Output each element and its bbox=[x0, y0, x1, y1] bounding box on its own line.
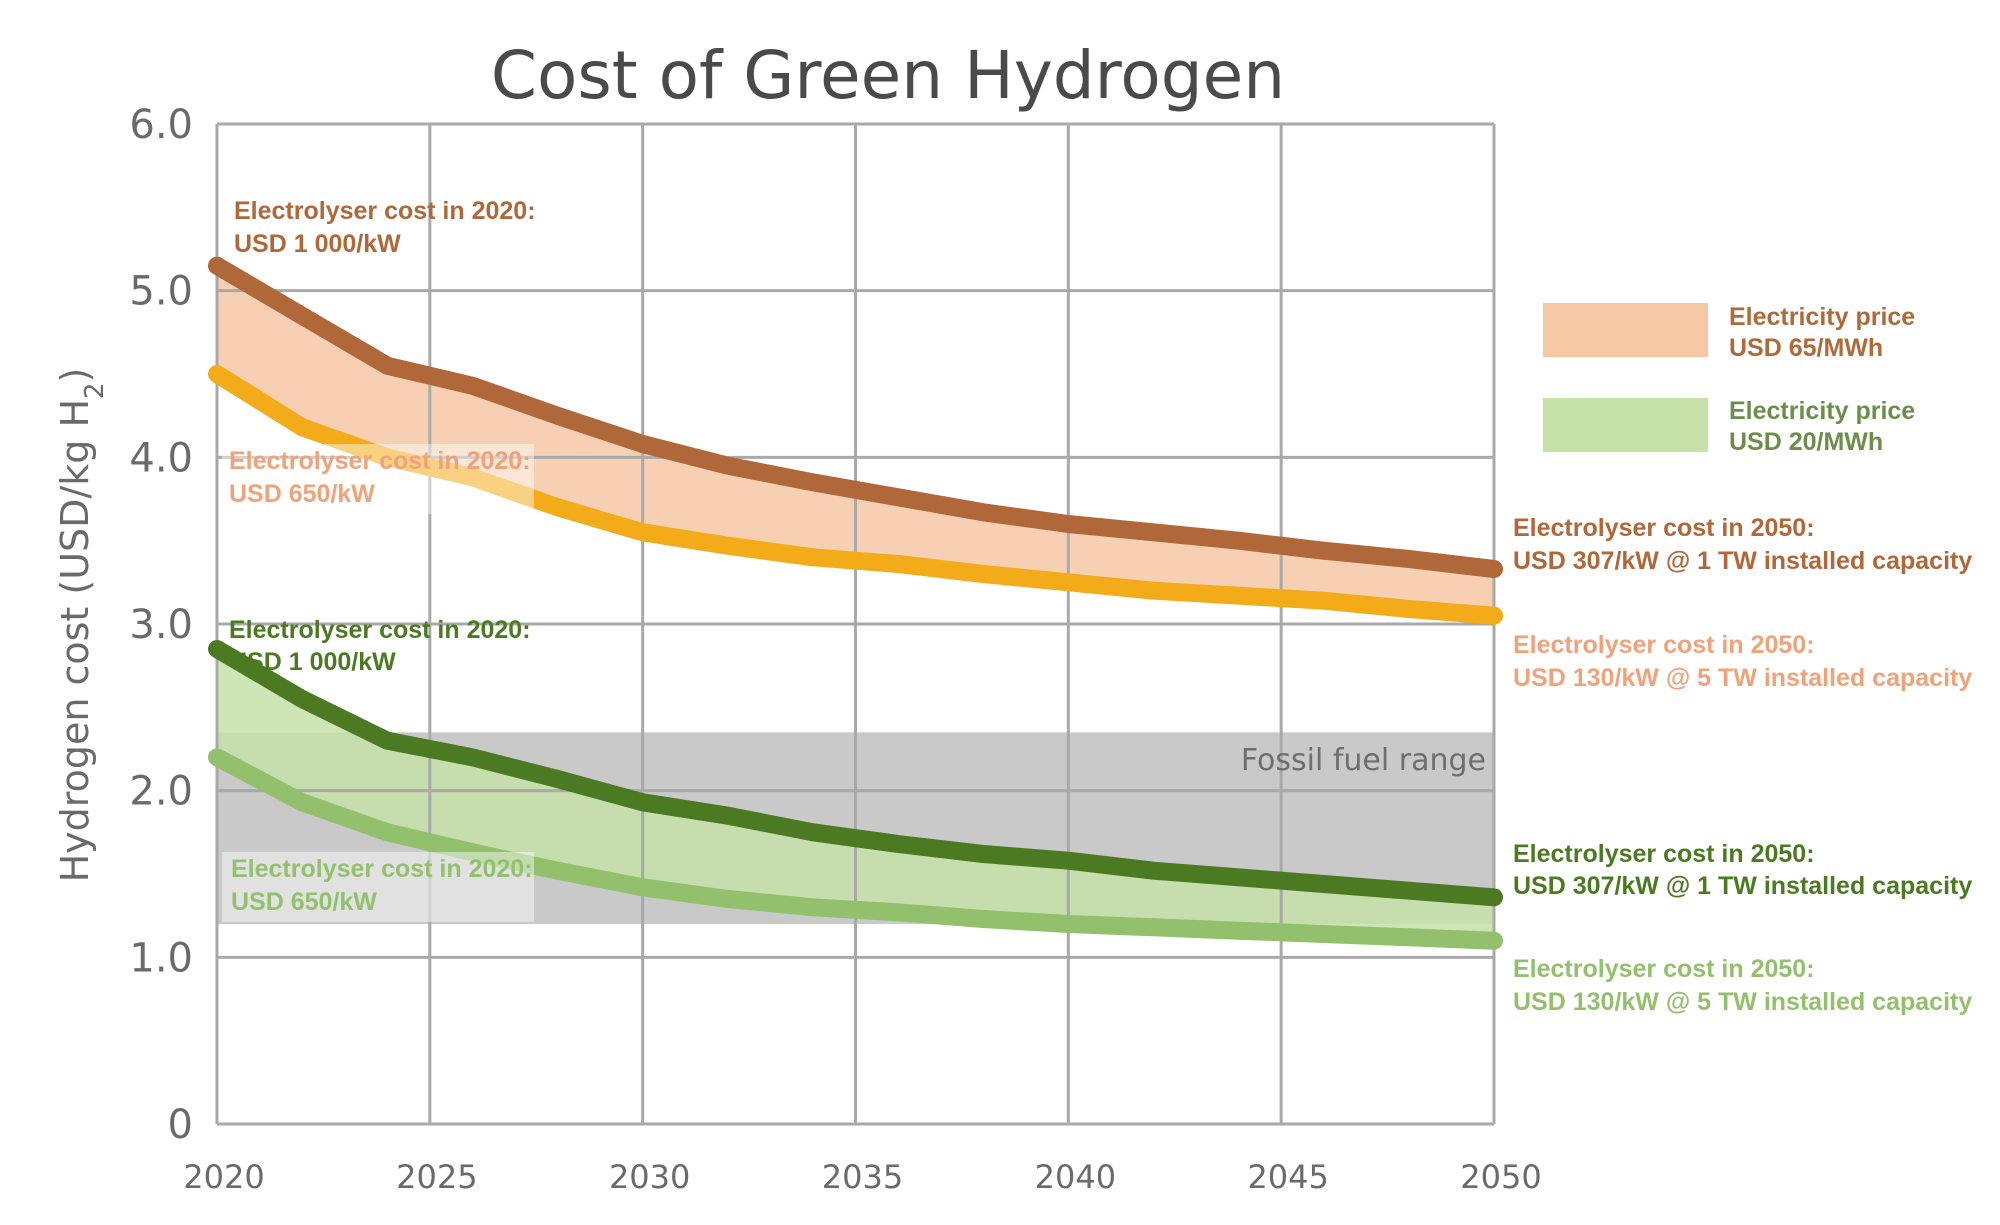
x-tick-label: 2040 bbox=[1035, 1158, 1116, 1196]
grid bbox=[215, 122, 1496, 1126]
annotation-line: USD 1 000/kW bbox=[234, 230, 401, 258]
annotation-2050-usd20-130: Electrolyser cost in 2050: USD 130/kW @ … bbox=[1513, 955, 1972, 1016]
annotation-line: USD 307/kW @ 1 TW installed capacity bbox=[1513, 872, 1972, 900]
annotation-2050-usd65-130: Electrolyser cost in 2050: USD 130/kW @ … bbox=[1513, 631, 1972, 692]
y-axis-label: Hydrogen cost (USD/kg H2) bbox=[53, 368, 110, 883]
axis-ticks: 0 1.0 2.0 3.0 4.0 5.0 6.0 2020 2025 2030 2035 2040 2… bbox=[129, 102, 1541, 1196]
annotation-2020-usd20-650: Electrolyser cost in 2020: USD 650/kW bbox=[222, 852, 534, 922]
chart-title: Cost of Green Hydrogen bbox=[491, 37, 1285, 114]
annotation-backdrop bbox=[222, 852, 534, 922]
annotation-line: Electrolyser cost in 2020: bbox=[231, 855, 533, 883]
y-tick-label: 6.0 bbox=[129, 102, 193, 148]
y-tick-label: 0 bbox=[168, 1102, 193, 1148]
annotation-line: USD 650/kW bbox=[229, 480, 375, 508]
x-tick-label: 2030 bbox=[609, 1158, 690, 1196]
annotation-line: USD 650/kW bbox=[231, 888, 377, 916]
series-line-s20_650 bbox=[208, 748, 1503, 950]
annotation-line: Electrolyser cost in 2020: bbox=[234, 197, 536, 225]
annotation-2050-usd65-307: Electrolyser cost in 2050: USD 307/kW @ … bbox=[1513, 514, 1972, 575]
x-tick-label: 2045 bbox=[1247, 1158, 1328, 1196]
legend-label: USD 20/MWh bbox=[1729, 428, 1883, 456]
annotation-2020-usd20-1000: Electrolyser cost in 2020: USD 1 000/kW bbox=[229, 616, 531, 676]
x-tick-label: 2035 bbox=[822, 1158, 903, 1196]
annotation-line: Electrolyser cost in 2050: bbox=[1513, 631, 1815, 659]
series-line-s65_650 bbox=[208, 365, 1503, 625]
legend-label: USD 65/MWh bbox=[1729, 334, 1883, 362]
y-tick-label: 4.0 bbox=[129, 435, 193, 481]
annotation-2050-usd20-307: Electrolyser cost in 2050: USD 307/kW @ … bbox=[1513, 840, 1972, 900]
series-lines bbox=[208, 256, 1503, 950]
annotation-line: USD 1 000/kW bbox=[229, 648, 396, 676]
annotation-2020-usd65-1000: Electrolyser cost in 2020: USD 1 000/kW bbox=[234, 197, 536, 258]
annotation-line: Electrolyser cost in 2050: bbox=[1513, 955, 1815, 983]
series-line-s20_1000 bbox=[208, 640, 1503, 907]
legend-label: Electricity price bbox=[1729, 397, 1915, 425]
x-tick-label: 2025 bbox=[396, 1158, 477, 1196]
annotation-2020-usd65-650: Electrolyser cost in 2020: USD 650/kW bbox=[222, 444, 534, 514]
annotation-line: USD 130/kW @ 5 TW installed capacity bbox=[1513, 664, 1972, 692]
legend-swatch-usd65 bbox=[1543, 303, 1708, 357]
annotation-line: USD 130/kW @ 5 TW installed capacity bbox=[1513, 988, 1972, 1016]
y-tick-label: 2.0 bbox=[129, 769, 193, 815]
series-line-s65_1000 bbox=[208, 256, 1503, 578]
y-tick-label: 1.0 bbox=[129, 935, 193, 981]
annotation-backdrop bbox=[222, 444, 534, 514]
x-tick-label: 2020 bbox=[183, 1158, 264, 1196]
annotation-line: USD 307/kW @ 1 TW installed capacity bbox=[1513, 547, 1972, 575]
fossil-fuel-range-label: Fossil fuel range bbox=[1241, 743, 1486, 778]
x-tick-label: 2050 bbox=[1460, 1158, 1541, 1196]
legend-label: Electricity price bbox=[1729, 303, 1915, 331]
legend-swatch-usd20 bbox=[1543, 398, 1708, 452]
y-tick-label: 3.0 bbox=[129, 602, 193, 648]
annotation-line: Electrolyser cost in 2050: bbox=[1513, 514, 1815, 542]
legend: Electricity price USD 65/MWh Electricity… bbox=[1543, 303, 1915, 456]
y-tick-label: 5.0 bbox=[129, 269, 193, 315]
annotation-line: Electrolyser cost in 2020: bbox=[229, 447, 531, 475]
annotation-line: Electrolyser cost in 2020: bbox=[229, 616, 531, 644]
annotation-line: Electrolyser cost in 2050: bbox=[1513, 840, 1815, 868]
